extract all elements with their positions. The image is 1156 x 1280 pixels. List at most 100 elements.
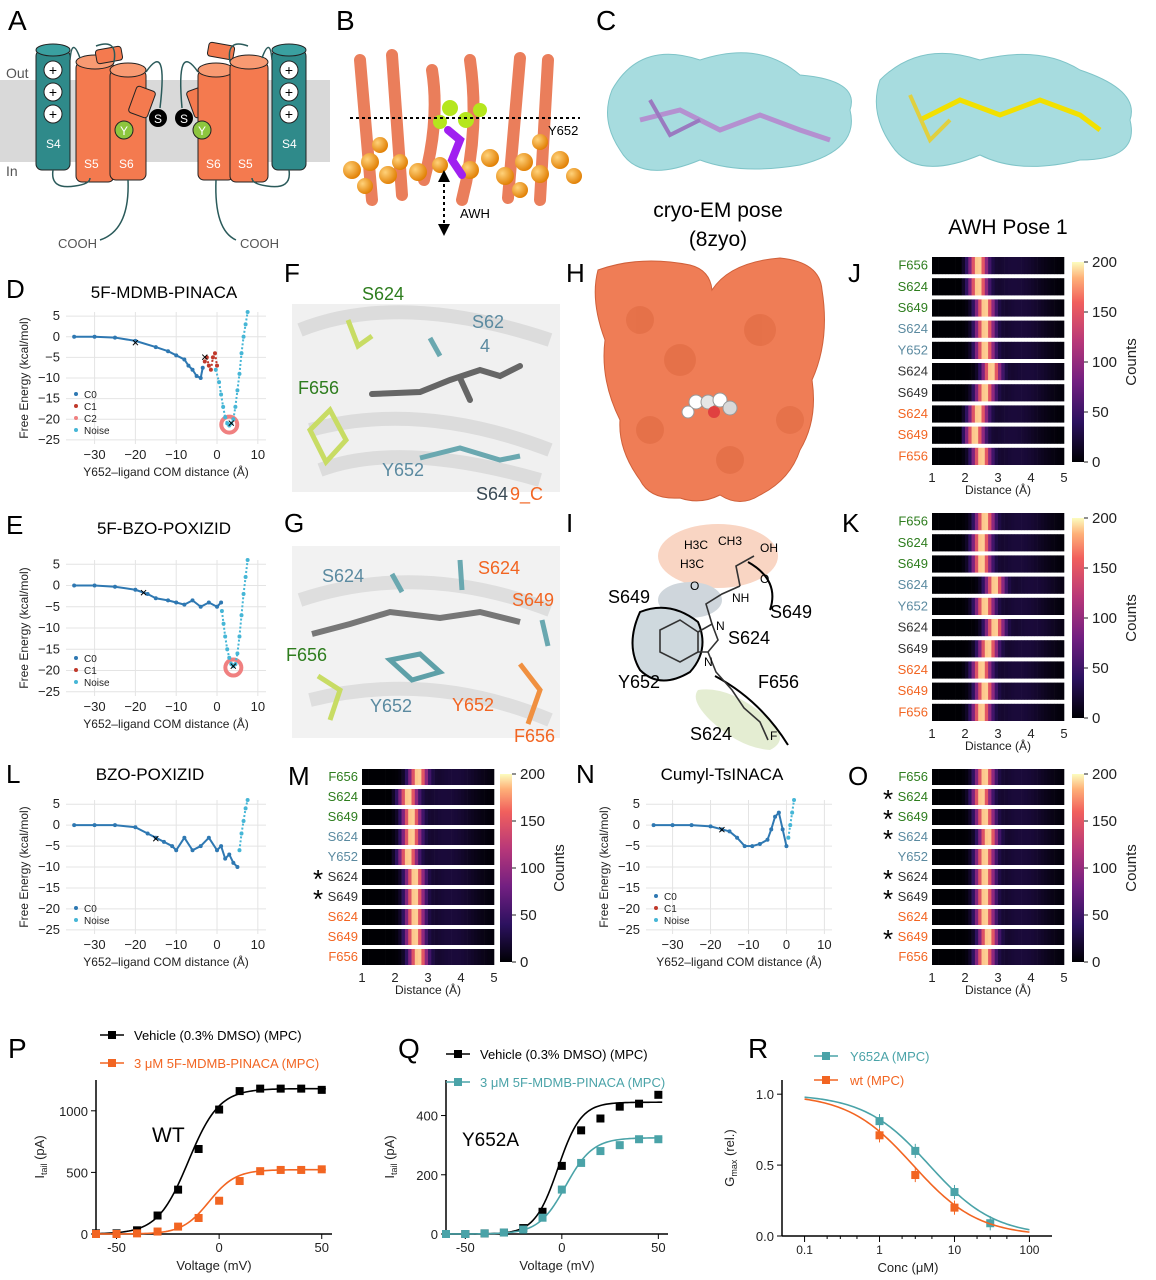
legend-label: 3 μM 5F-MDMB-PINACA (MPC) xyxy=(480,1075,665,1090)
heatmap-cell xyxy=(961,341,966,359)
heatmap-cell xyxy=(935,949,939,965)
heatmap-cell xyxy=(948,929,953,945)
s6-label-right: S6 xyxy=(206,157,221,171)
fe-legend-label: Noise xyxy=(84,678,110,689)
heatmap-cell xyxy=(958,363,962,381)
heatmap-row-label: S624 xyxy=(328,829,358,844)
heatmap-cell xyxy=(1031,278,1035,296)
heatmap-cell xyxy=(945,661,949,679)
heatmap-cell xyxy=(365,789,369,805)
data-point xyxy=(911,1171,920,1180)
svg-text:+: + xyxy=(285,84,293,100)
heatmap-cell xyxy=(401,909,406,925)
heatmap-cell xyxy=(948,661,953,679)
heatmap-cell xyxy=(1007,849,1012,865)
heatmap-row-label: F656 xyxy=(898,514,928,529)
heatmap-cell xyxy=(984,682,989,700)
heatmap-cell xyxy=(457,849,462,865)
heatmap-cell xyxy=(935,384,939,402)
panel-letter-g: G xyxy=(284,508,304,538)
heatmap-cell xyxy=(1034,849,1038,865)
panel-letter-i: I xyxy=(566,508,573,538)
heatmap-cell xyxy=(404,789,409,805)
svg-text:+: + xyxy=(49,106,57,122)
heatmap-cell xyxy=(951,949,956,965)
heatmap-cell xyxy=(968,447,972,465)
heatmap-cell xyxy=(948,769,953,785)
heatmap-cell xyxy=(991,320,995,338)
heatmap-cell xyxy=(984,619,989,637)
heatmap-cell xyxy=(401,849,406,865)
heatmap-cell xyxy=(1024,809,1028,825)
heatmap-xtick-label: 1 xyxy=(928,970,935,985)
heatmap-cell xyxy=(398,949,402,965)
colorbar-tick-label: 150 xyxy=(1092,560,1117,577)
heatmap-cell xyxy=(945,299,949,317)
heatmap-cell xyxy=(941,640,946,658)
heatmap-cell xyxy=(1050,849,1055,865)
panel-letter-r: R xyxy=(748,1033,768,1064)
heatmap-cell xyxy=(1004,661,1009,679)
y-tick-label: 0.5 xyxy=(756,1158,774,1173)
heatmap-cell xyxy=(968,909,972,925)
heatmap-cell xyxy=(421,829,425,845)
heatmap-cell xyxy=(411,929,416,945)
heatmap-cell xyxy=(971,640,976,658)
data-point xyxy=(317,1165,326,1174)
heatmap-cell xyxy=(451,869,455,885)
heatmap-cell xyxy=(951,661,956,679)
heatmap-cell xyxy=(945,809,949,825)
y-tick-label: 0.0 xyxy=(756,1229,774,1244)
heatmap-cell xyxy=(451,949,455,965)
heatmap-cell xyxy=(375,869,379,885)
heatmap-cell xyxy=(1004,341,1009,359)
heatmap-cell xyxy=(994,661,999,679)
colorbar-tick-label: 100 xyxy=(520,860,545,877)
heatmap-cell xyxy=(1031,703,1035,721)
c-caption-left-1: cryo-EM pose xyxy=(653,199,783,222)
heatmap-cell xyxy=(1034,829,1038,845)
heatmap-cell xyxy=(1024,929,1028,945)
heatmap-cell xyxy=(935,320,939,338)
q-condition-label: Y652A xyxy=(462,1130,519,1151)
heatmap-cell xyxy=(981,426,986,444)
fe-xtick-label: −20 xyxy=(124,699,146,714)
heatmap-cell xyxy=(1054,555,1058,573)
heatmap-cell xyxy=(1050,640,1055,658)
heatmap-cell xyxy=(951,703,956,721)
fe-xtick-label: −10 xyxy=(165,937,187,952)
heatmap-cell xyxy=(480,809,485,825)
heatmap-cell xyxy=(1047,576,1052,594)
heatmap-cell xyxy=(1047,929,1052,945)
heatmap-cell xyxy=(1034,341,1038,359)
fe-ylabel: Free Energy (kcal/mol) xyxy=(17,806,31,927)
heatmap-cell xyxy=(1007,555,1012,573)
heatmap-cell xyxy=(948,849,953,865)
heatmap-cell xyxy=(958,703,962,721)
heatmap-cell xyxy=(994,555,999,573)
heatmap-cell xyxy=(958,661,962,679)
heatmap-cell xyxy=(1057,889,1061,905)
heatmap-cell xyxy=(1040,597,1045,615)
heatmap-cell xyxy=(984,869,989,885)
heatmap-cell xyxy=(945,320,949,338)
heatmap-cell xyxy=(1017,909,1022,925)
heatmap-cell xyxy=(418,829,422,845)
g-label-y652-slate: Y652 xyxy=(370,696,412,716)
heatmap-cell xyxy=(998,341,1002,359)
heatmap-cell xyxy=(474,829,478,845)
heatmap-cell xyxy=(961,576,966,594)
heatmap-cell xyxy=(1034,278,1038,296)
heatmap-cell xyxy=(981,789,986,805)
heatmap-row-label: S649 xyxy=(898,427,928,442)
heatmap-row-label: F656 xyxy=(328,769,358,784)
heatmap-cell xyxy=(447,789,452,805)
fe-xtick-label: 10 xyxy=(251,447,265,462)
heatmap-cell xyxy=(454,809,458,825)
heatmap-cell xyxy=(467,829,472,845)
heatmap-cell xyxy=(1060,513,1065,531)
heatmap-cell xyxy=(1054,576,1058,594)
heatmap-cell xyxy=(1037,576,1042,594)
heatmap-cell xyxy=(444,929,449,945)
